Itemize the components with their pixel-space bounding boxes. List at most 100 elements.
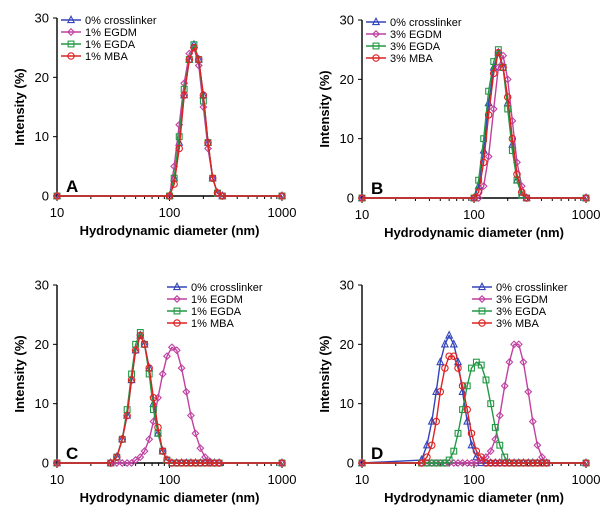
legend-marker — [372, 54, 380, 62]
legend-label: 0% crosslinker — [390, 17, 462, 29]
legend-marker — [478, 319, 486, 327]
data-point — [204, 144, 213, 153]
legend-label: 3% EGDA — [390, 41, 441, 53]
data-point — [529, 459, 537, 467]
data-point — [489, 105, 498, 113]
data-point — [454, 364, 462, 372]
series-0 — [357, 330, 591, 467]
data-point — [154, 393, 162, 402]
legend-marker — [372, 30, 380, 38]
series-1 — [53, 343, 286, 467]
x-tick-label: 100 — [159, 205, 181, 220]
data-point — [428, 441, 436, 449]
data-point — [163, 352, 171, 361]
data-point — [479, 182, 488, 191]
y-axis-title: Intensity (%) — [317, 335, 332, 412]
y-tick-label: 30 — [35, 278, 49, 293]
legend-marker — [67, 28, 75, 36]
data-point — [182, 459, 191, 467]
panel-letter: A — [66, 177, 78, 196]
data-point — [482, 376, 490, 384]
legend-label: 1% MBA — [191, 318, 234, 330]
data-point — [149, 406, 157, 414]
y-tick-label: 30 — [340, 278, 354, 293]
y-tick-label: 10 — [35, 396, 49, 411]
data-point — [454, 429, 462, 437]
data-point — [199, 103, 208, 111]
x-axis-title: Hydrodynamic diameter (nm) — [80, 490, 260, 505]
x-axis-title: Hydrodynamic diameter (nm) — [384, 490, 564, 505]
series-1 — [358, 51, 590, 202]
data-point — [436, 357, 445, 366]
data-point — [477, 453, 485, 461]
legend-label: 1% EGDM — [191, 294, 243, 306]
data-point — [112, 459, 121, 467]
y-tick-label: 30 — [35, 11, 49, 26]
legend-label: 3% EGDM — [496, 294, 548, 306]
y-tick-label: 10 — [340, 131, 354, 146]
series-line — [362, 355, 586, 464]
data-point — [278, 459, 286, 467]
data-point — [131, 346, 140, 355]
data-point — [467, 429, 476, 438]
data-point — [436, 459, 444, 467]
data-point — [191, 429, 200, 438]
panel-letter: D — [371, 444, 383, 463]
data-point — [524, 387, 533, 396]
data-point — [486, 447, 495, 456]
data-point — [113, 453, 121, 461]
legend-label: 1% EGDA — [191, 306, 242, 318]
series-line — [57, 46, 282, 197]
data-point — [199, 91, 208, 99]
data-point — [513, 170, 521, 179]
data-point — [445, 352, 453, 360]
data-point — [173, 459, 181, 467]
data-point — [194, 61, 203, 70]
x-tick-label: 10 — [355, 207, 369, 222]
data-point — [196, 444, 205, 453]
data-point — [472, 459, 481, 467]
x-tick-label: 10 — [355, 472, 369, 487]
data-point — [436, 388, 445, 396]
panel-letter: B — [371, 179, 383, 198]
data-point — [215, 459, 223, 467]
data-point — [500, 459, 509, 467]
legend-marker — [67, 52, 75, 60]
y-axis-title: Intensity (%) — [317, 70, 332, 147]
data-point — [582, 194, 590, 202]
x-axis-title: Hydrodynamic diameter (nm) — [384, 225, 564, 240]
data-point — [474, 188, 483, 196]
series-2 — [358, 46, 590, 202]
series-line — [57, 44, 282, 197]
legend-label: 3% MBA — [496, 318, 539, 330]
data-point — [499, 63, 507, 72]
legend-label: 3% EGDM — [390, 29, 442, 41]
data-point — [533, 459, 542, 467]
x-tick-label: 100 — [159, 472, 181, 487]
data-point — [472, 447, 481, 455]
y-tick-label: 0 — [347, 191, 354, 206]
data-point — [524, 459, 532, 467]
x-tick-label: 100 — [463, 207, 485, 222]
x-tick-label: 10 — [50, 205, 64, 220]
data-point — [445, 330, 454, 339]
data-point — [479, 158, 488, 167]
data-point — [167, 343, 176, 352]
data-point — [177, 364, 186, 373]
data-point — [136, 453, 145, 462]
data-point — [145, 364, 153, 372]
data-point — [131, 456, 140, 465]
data-point — [486, 459, 495, 467]
data-point — [204, 138, 212, 147]
data-point — [432, 459, 440, 467]
data-point — [123, 411, 131, 420]
data-point — [463, 405, 471, 414]
legend-marker — [173, 307, 181, 315]
series-line — [362, 54, 586, 199]
data-point — [172, 346, 181, 355]
data-point — [190, 43, 198, 52]
